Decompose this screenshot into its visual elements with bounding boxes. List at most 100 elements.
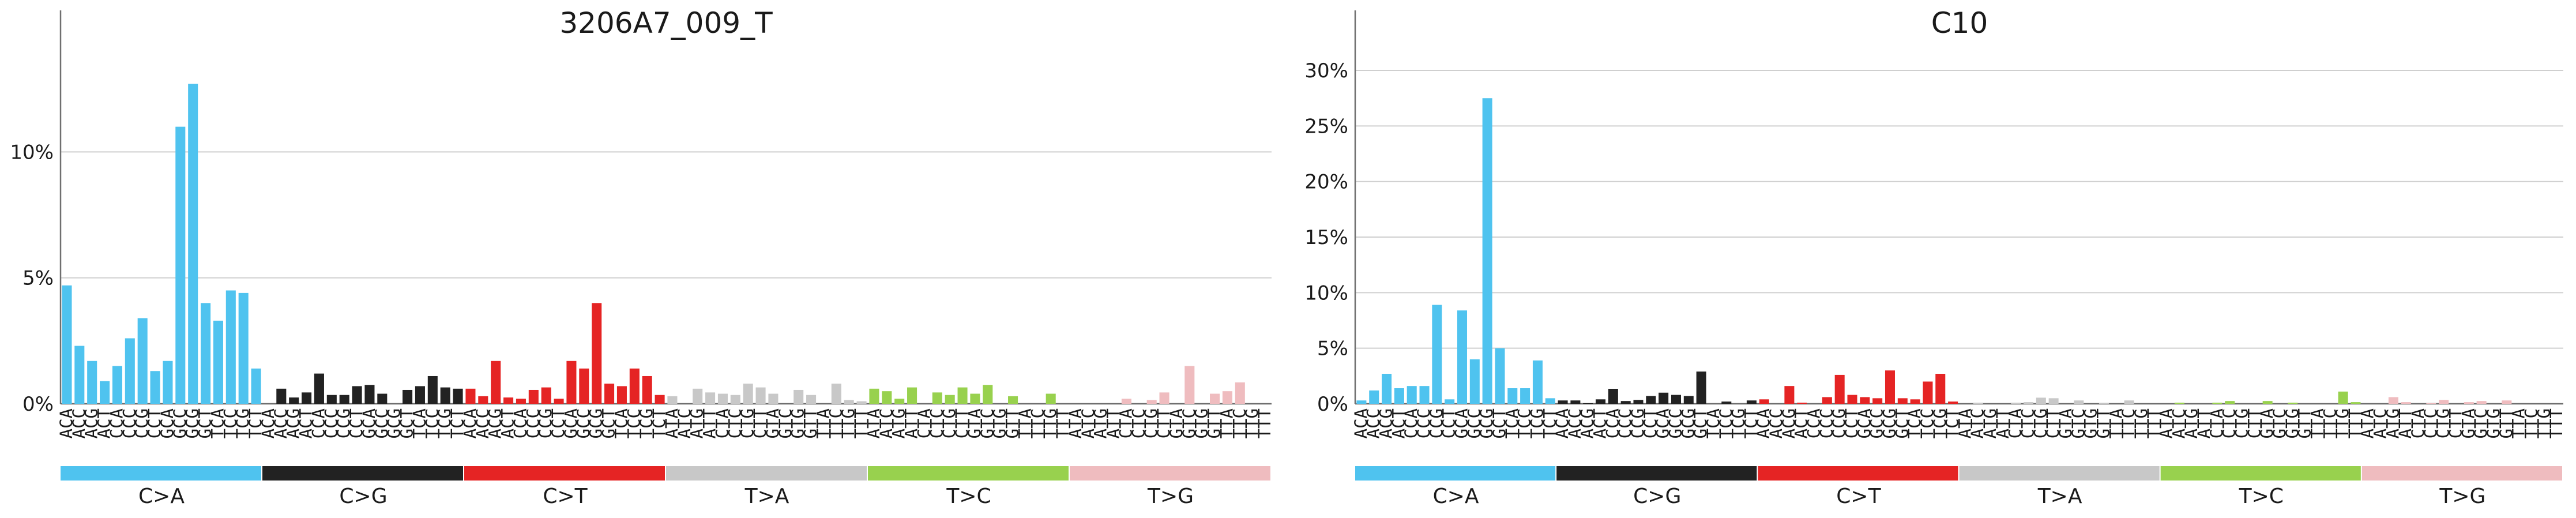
- x-tick-label: GTC: [1179, 408, 1199, 438]
- x-tick-label: CTC: [1129, 408, 1148, 438]
- x-tick-label: ATG: [2383, 408, 2402, 438]
- x-tick-label: GCC: [1867, 408, 1887, 438]
- group-band: [1758, 466, 1958, 481]
- x-tick-label: TCA: [1703, 408, 1723, 438]
- bar: [2464, 402, 2474, 404]
- x-tick-label: ACA: [1351, 408, 1371, 438]
- x-tick-label: TTC: [2521, 408, 2541, 438]
- bar: [465, 388, 476, 404]
- x-tick-label: CTC: [2018, 408, 2038, 438]
- x-tick-label: ATA: [864, 408, 883, 438]
- x-tick-label: ACG: [486, 408, 505, 438]
- x-tick-label: TCA: [208, 408, 227, 438]
- bar: [2502, 400, 2512, 404]
- x-tick-label: TTA: [2106, 408, 2126, 438]
- x-tick-label: CCC: [1414, 408, 1434, 438]
- x-tick-label: ATG: [1980, 408, 2000, 438]
- x-tick-label: GTC: [2069, 408, 2088, 438]
- x-tick-label: CCA: [1603, 408, 1622, 438]
- bar: [2439, 400, 2449, 404]
- x-tick-label: TCC: [624, 408, 644, 438]
- x-tick-label: GTC: [2471, 408, 2491, 438]
- x-tick-label: CTG: [1141, 408, 1161, 438]
- bar: [1121, 399, 1131, 404]
- bar: [655, 395, 665, 404]
- bar: [1570, 400, 1581, 404]
- x-tick-label: TCA: [409, 408, 429, 438]
- group-label: T>C: [946, 485, 991, 508]
- bar: [289, 397, 299, 404]
- bar: [1008, 396, 1018, 404]
- bar: [364, 385, 375, 404]
- x-tick-label: CCC: [1817, 408, 1836, 438]
- bar: [1184, 366, 1195, 404]
- x-tick-label: CCT: [548, 408, 568, 438]
- x-tick-label: CCC: [119, 408, 139, 438]
- bar: [2024, 402, 2034, 404]
- bar: [478, 396, 488, 404]
- x-tick-label: ACT: [1590, 408, 1610, 438]
- x-tick-label: GTA: [1167, 408, 1186, 438]
- bar: [2338, 391, 2348, 404]
- bar: [326, 395, 337, 404]
- x-tick-label: TCG: [1930, 408, 1950, 438]
- x-tick-label: CTG: [2434, 408, 2453, 438]
- x-tick-label: TCG: [1527, 408, 1547, 438]
- bar: [1860, 397, 1870, 404]
- bar: [1834, 374, 1845, 404]
- x-tick-label: GCG: [1477, 408, 1496, 438]
- x-tick-label: CCT: [1842, 408, 1862, 438]
- chart-panel-2: C100%5%10%15%20%25%30%ACAACCACGACTCCACCC…: [1304, 6, 2566, 508]
- x-tick-label: CCA: [1401, 408, 1421, 438]
- x-tick-label: GCT: [195, 408, 215, 438]
- bar: [213, 320, 223, 404]
- bar: [1495, 348, 1505, 404]
- bar: [137, 318, 148, 404]
- bar: [794, 389, 804, 404]
- bar: [1973, 403, 1983, 404]
- bar: [2212, 403, 2222, 404]
- x-tick-label: CTA: [2408, 408, 2428, 438]
- x-tick-label: TTG: [2333, 408, 2352, 438]
- x-tick-label: ATG: [2182, 408, 2201, 438]
- bar: [225, 290, 236, 404]
- group-band: [868, 466, 1069, 481]
- bar: [1432, 305, 1442, 404]
- group-band: [1556, 466, 1757, 481]
- x-tick-label: ATA: [1955, 408, 1975, 438]
- x-tick-label: GTG: [2484, 408, 2503, 438]
- x-tick-label: CCA: [309, 408, 328, 438]
- x-tick-label: CTC: [725, 408, 744, 438]
- x-tick-label: GTG: [1192, 408, 1212, 438]
- bar: [844, 400, 854, 404]
- x-tick-label: ATC: [2371, 408, 2390, 438]
- bar: [1507, 388, 1518, 404]
- x-tick-label: GCG: [385, 408, 404, 438]
- bar: [150, 371, 160, 404]
- bar: [2048, 398, 2059, 404]
- x-tick-label: TTA: [1217, 408, 1236, 438]
- x-tick-label: TCT: [1943, 408, 1962, 438]
- x-tick-label: CTT: [750, 408, 770, 438]
- x-tick-label: CCA: [510, 408, 530, 438]
- x-tick-label: TTA: [2307, 408, 2327, 438]
- bar: [2036, 397, 2046, 404]
- bar: [2099, 403, 2109, 404]
- bar: [2074, 400, 2084, 404]
- x-tick-label: GTA: [2458, 408, 2478, 438]
- x-tick-label: ACG: [82, 408, 101, 438]
- bar: [743, 384, 753, 404]
- x-tick-label: TCA: [611, 408, 631, 438]
- x-tick-label: ATT: [1993, 408, 2013, 438]
- x-tick-label: ACG: [284, 408, 303, 438]
- x-tick-label: TTT: [1255, 408, 1274, 438]
- bar: [907, 387, 917, 404]
- bar: [983, 385, 993, 404]
- bar: [188, 84, 198, 404]
- x-tick-label: ACT: [1792, 408, 1811, 438]
- group-band: [464, 466, 665, 481]
- x-tick-label: CCT: [145, 408, 164, 438]
- x-tick-label: GTT: [1205, 408, 1224, 438]
- bar: [1235, 382, 1245, 404]
